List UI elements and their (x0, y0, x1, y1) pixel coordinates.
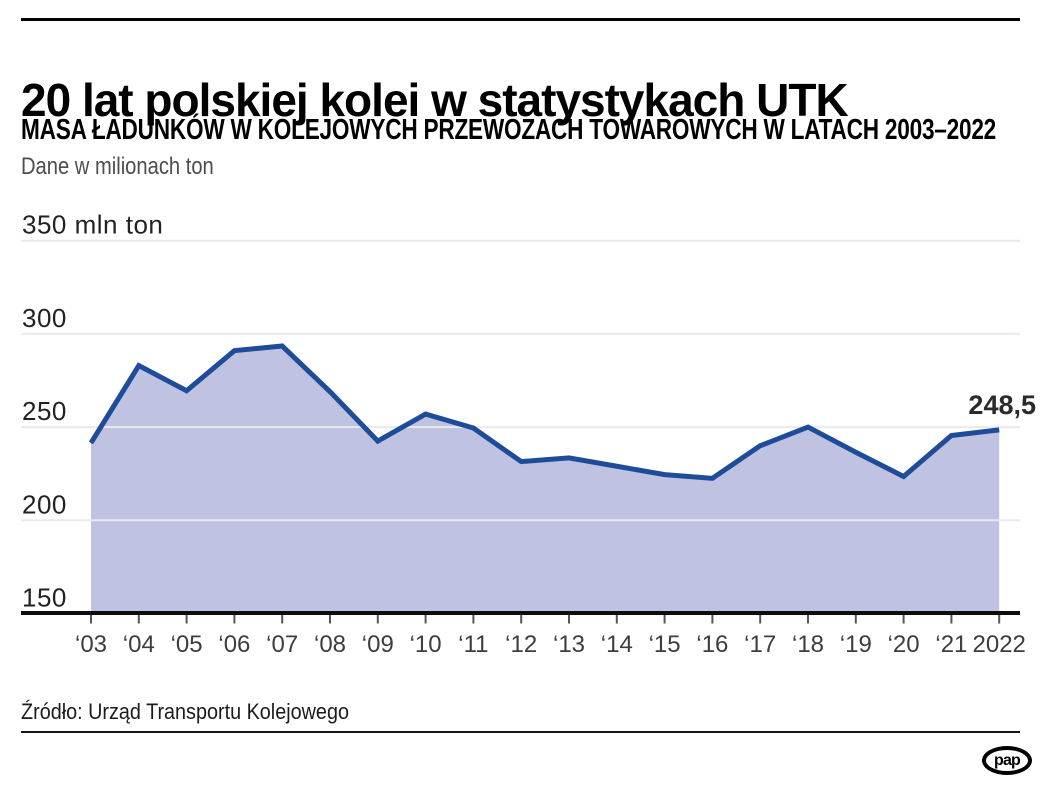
freight-area-chart: ‘03 ‘04 ‘05 ‘06 ‘07 ‘08 ‘09 ‘10 ‘11 ‘12 ‘13 ‘14 ‘15 ‘… (21, 210, 1036, 658)
x-tick-label-2005: ‘05 (171, 631, 203, 658)
unit-note: Dane w milionach ton (21, 153, 214, 180)
x-tick-label-2012: ‘12 (505, 631, 537, 658)
x-tick-label-2009: ‘09 (362, 631, 394, 658)
x-tick-label-2018: ‘18 (792, 631, 824, 658)
pap-logo-text: pap (993, 751, 1021, 769)
x-tick-label-2007: ‘07 (266, 631, 298, 658)
x-tick-label-2006: ‘06 (218, 631, 250, 658)
y-tick-label-200: 200 (22, 489, 67, 519)
area-fill (91, 346, 1000, 613)
source-note: Źródło: Urząd Transportu Kolejowego (21, 699, 349, 724)
chart-title: MASA ŁADUNKÓW W KOLEJOWYCH PRZEWOZACH TO… (21, 114, 997, 146)
x-tick-label-2020: ‘20 (888, 631, 920, 658)
x-tick-label-2015: ‘15 (649, 631, 681, 658)
pap-logo: pap (982, 746, 1032, 775)
top-rule (21, 18, 1020, 21)
x-tick-label-2016: ‘16 (696, 631, 728, 658)
x-tick-label-2014: ‘14 (601, 631, 633, 658)
x-tick-label-2021: ‘21 (935, 631, 967, 658)
x-tick-label-2017: ‘17 (744, 631, 776, 658)
x-tick-label-2003: ‘03 (75, 631, 107, 658)
data-line (88, 343, 1000, 481)
x-tick-label-2010: ‘10 (410, 631, 442, 658)
chart-area: ‘03 ‘04 ‘05 ‘06 ‘07 ‘08 ‘09 ‘10 ‘11 ‘12 ‘13 ‘14 ‘15 ‘… (0, 195, 1042, 665)
x-tick-label-2008: ‘08 (314, 631, 346, 658)
x-tick-label-2004: ‘04 (123, 631, 155, 658)
x-tick-label-2022: 2022 (973, 631, 1026, 658)
bottom-rule (21, 731, 1020, 733)
y-tick-label-350: 350 mln ton (22, 210, 163, 240)
x-axis (21, 611, 1020, 615)
y-tick-label-300: 300 (22, 303, 67, 333)
x-tick-label-2019: ‘19 (840, 631, 872, 658)
page-title: 20 lat polskiej kolei w statystykach UTK (21, 73, 849, 126)
x-tick-label-2011: ‘11 (458, 631, 488, 658)
y-tick-label-250: 250 (22, 396, 67, 426)
x-tick-label-2013: ‘13 (553, 631, 585, 658)
value-label-2022: 248,5 (968, 390, 1036, 420)
y-tick-label-150: 150 (22, 583, 67, 613)
